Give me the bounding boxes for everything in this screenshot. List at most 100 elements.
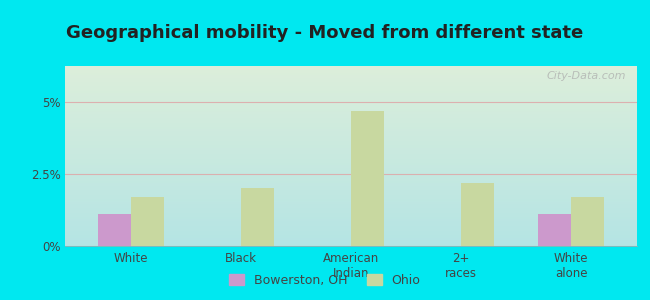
Bar xyxy=(65,143,637,144)
Bar xyxy=(65,192,637,193)
Bar xyxy=(65,213,637,214)
Bar xyxy=(65,120,637,121)
Bar xyxy=(65,157,637,158)
Bar xyxy=(65,231,637,232)
Bar xyxy=(65,81,637,82)
Bar xyxy=(65,221,637,222)
Bar xyxy=(65,244,637,245)
Bar xyxy=(65,100,637,101)
Bar xyxy=(65,241,637,242)
Bar xyxy=(65,238,637,239)
Bar xyxy=(65,66,637,67)
Bar xyxy=(65,183,637,184)
Bar xyxy=(65,117,637,118)
Bar xyxy=(65,237,637,238)
Bar xyxy=(65,214,637,215)
Bar xyxy=(65,198,637,199)
Bar xyxy=(65,236,637,237)
Bar xyxy=(65,125,637,126)
Bar xyxy=(65,72,637,73)
Bar xyxy=(65,103,637,104)
Bar xyxy=(65,87,637,88)
Bar xyxy=(571,197,604,246)
Bar xyxy=(65,176,637,177)
Bar xyxy=(65,152,637,153)
Bar xyxy=(65,141,637,142)
Bar xyxy=(65,161,637,162)
Bar xyxy=(65,98,637,99)
Bar xyxy=(65,95,637,96)
Bar xyxy=(65,197,637,198)
Bar xyxy=(131,197,164,246)
Bar xyxy=(65,93,637,94)
Bar xyxy=(65,107,637,108)
Bar xyxy=(65,202,637,203)
Bar xyxy=(65,229,637,230)
Bar xyxy=(65,80,637,81)
Bar xyxy=(65,164,637,165)
Bar xyxy=(65,191,637,192)
Bar xyxy=(65,99,637,100)
Bar xyxy=(65,150,637,151)
Bar xyxy=(65,68,637,69)
Bar xyxy=(65,169,637,170)
Bar xyxy=(65,156,637,157)
Bar xyxy=(65,77,637,78)
Bar xyxy=(65,181,637,182)
Bar xyxy=(65,245,637,246)
Bar xyxy=(65,233,637,234)
Bar xyxy=(65,188,637,189)
Bar xyxy=(65,230,637,231)
Bar xyxy=(65,194,637,195)
Bar xyxy=(65,178,637,179)
Bar xyxy=(65,97,637,98)
Bar xyxy=(65,136,637,137)
Bar xyxy=(65,89,637,90)
Bar xyxy=(65,70,637,71)
Bar xyxy=(65,140,637,141)
Bar xyxy=(98,214,131,246)
Bar xyxy=(65,182,637,183)
Bar xyxy=(65,69,637,70)
Bar xyxy=(65,101,637,102)
Bar xyxy=(65,127,637,128)
Bar xyxy=(65,126,637,127)
Bar xyxy=(65,165,637,166)
Bar xyxy=(65,145,637,146)
Bar xyxy=(65,118,637,119)
Bar xyxy=(65,151,637,152)
Bar xyxy=(65,131,637,132)
Bar xyxy=(65,83,637,84)
Bar xyxy=(65,147,637,148)
Bar xyxy=(65,187,637,188)
Bar xyxy=(65,84,637,85)
Bar xyxy=(65,142,637,143)
Bar xyxy=(65,222,637,223)
Bar xyxy=(65,96,637,97)
Bar xyxy=(65,224,637,225)
Bar xyxy=(65,158,637,159)
Bar xyxy=(65,113,637,114)
Bar xyxy=(65,228,637,229)
Bar xyxy=(65,177,637,178)
Bar xyxy=(65,196,637,197)
Bar xyxy=(65,242,637,243)
Bar xyxy=(65,108,637,109)
Bar xyxy=(65,124,637,125)
Bar xyxy=(65,235,637,236)
Bar xyxy=(65,100,637,101)
Bar xyxy=(65,104,637,105)
Bar xyxy=(65,199,637,200)
Bar xyxy=(65,133,637,134)
Bar xyxy=(65,226,637,227)
Bar xyxy=(65,155,637,156)
Bar xyxy=(65,206,637,207)
Bar xyxy=(65,144,637,145)
Bar xyxy=(65,174,637,175)
Bar xyxy=(65,75,637,76)
Bar xyxy=(65,71,637,72)
Bar xyxy=(65,106,637,107)
Bar xyxy=(65,223,637,224)
Bar xyxy=(65,139,637,140)
Bar xyxy=(65,217,637,218)
